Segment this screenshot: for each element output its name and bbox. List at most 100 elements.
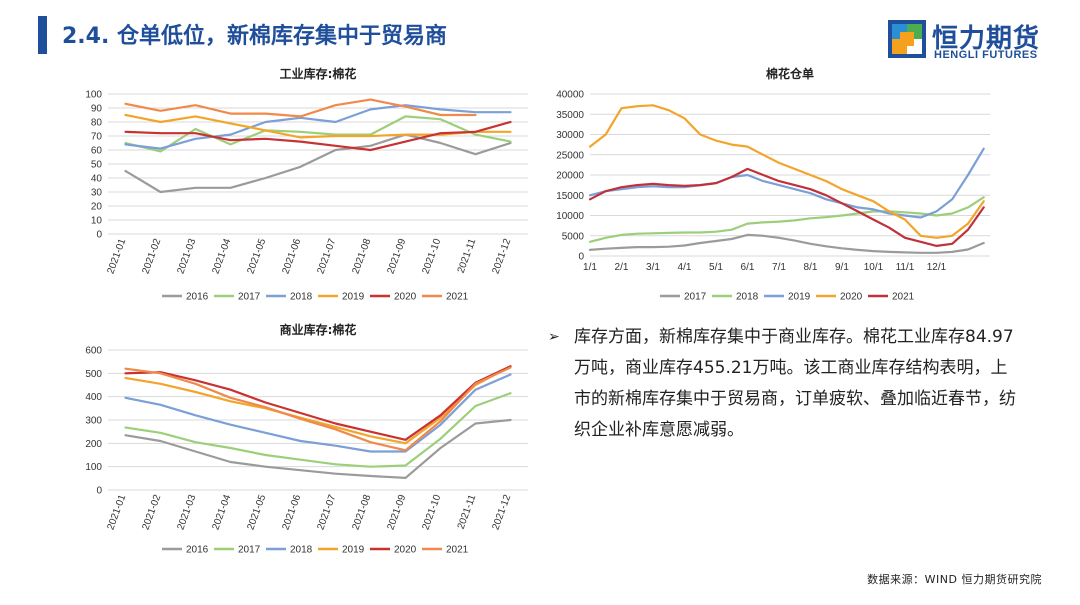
summary-bullet: ➢ 库存方面，新棉库存集中于商业库存。棉花工业库存84.97万吨，商业库存455…	[548, 322, 1018, 446]
y-tick-label: 20000	[556, 171, 584, 182]
series-line-2016	[124, 133, 512, 194]
series-line-2018	[124, 373, 512, 453]
y-tick-label: 200	[85, 439, 102, 450]
series-line-2019	[588, 147, 985, 219]
y-tick-label: 90	[91, 104, 103, 115]
x-tick-label: 4/1	[678, 262, 692, 273]
y-tick-label: 40000	[556, 90, 584, 101]
chart-title: 工业库存:棉花	[280, 66, 357, 81]
x-tick-label: 2021-03	[175, 493, 198, 532]
x-tick-label: 2021-11	[456, 493, 479, 531]
series-line-2021	[588, 167, 985, 247]
y-tick-label: 35000	[556, 110, 584, 121]
y-tick-label: 100	[85, 90, 102, 101]
x-tick-label: 2021-08	[350, 237, 373, 276]
logo-mark-icon	[888, 20, 926, 58]
x-tick-label: 2021-06	[280, 237, 303, 276]
x-tick-label: 2/1	[615, 262, 629, 273]
x-tick-label: 2021-04	[210, 493, 233, 532]
commercial-inventory-chart: 商业库存:棉花 0 100 200 300 400 500 600 2021-01 2021-02…	[70, 318, 540, 564]
y-tick-label: 70	[91, 132, 103, 143]
x-tick-label: 2021-07	[315, 237, 338, 276]
series-line-2017	[124, 392, 512, 468]
arrow-right-icon: ➢	[548, 329, 560, 345]
legend-label-2018: 2018	[736, 292, 759, 303]
y-tick-label: 30000	[556, 130, 584, 141]
x-tick-label: 5/1	[709, 262, 723, 273]
series-line-2021	[124, 98, 477, 118]
y-tick-label: 600	[85, 346, 102, 357]
x-tick-label: 2021-01	[105, 493, 128, 532]
x-tick-label: 9/1	[835, 262, 849, 273]
x-tick-label: 2021-10	[420, 493, 443, 532]
x-tick-label: 1/1	[583, 262, 597, 273]
x-tick-label: 2021-09	[385, 237, 408, 276]
x-tick-label: 2021-07	[315, 493, 338, 532]
y-tick-label: 100	[85, 462, 102, 473]
x-tick-label: 2021-04	[210, 237, 233, 276]
y-tick-label: 50	[91, 160, 103, 171]
logo-name-en: HENGLI FUTURES	[934, 49, 1038, 61]
title-accent-bar	[38, 16, 47, 54]
y-tick-label: 20	[91, 202, 103, 213]
logo-square-center	[900, 32, 914, 46]
warehouse-receipt-chart: 棉花仓单 0 5000 10000 15000 20000 25000 30000 35000 4…	[540, 62, 1010, 312]
x-tick-label: 6/1	[741, 262, 755, 273]
y-tick-label: 500	[85, 369, 102, 380]
y-tick-label: 10000	[556, 211, 584, 222]
industrial-inventory-chart: 工业库存:棉花 0 10 20 30 40 50 60 70 80 90 100 2021-01 2021…	[70, 62, 540, 312]
x-tick-label: 11/1	[896, 262, 915, 273]
series-line-2016	[124, 418, 512, 479]
legend-label-2020: 2020	[394, 292, 417, 303]
x-tick-label: 2021-02	[140, 493, 163, 532]
chart-svg: 工业库存:棉花 0 10 20 30 40 50 60 70 80 90 100 2021-01 2021…	[85, 66, 528, 303]
legend-label-2019: 2019	[788, 292, 811, 303]
series-line-2018	[588, 196, 985, 243]
company-logo: 恒力期货 HENGLI FUTURES	[888, 20, 1048, 64]
chart-svg: 棉花仓单 0 5000 10000 15000 20000 25000 30000 35000 4…	[556, 66, 990, 303]
legend-label-2017: 2017	[238, 545, 261, 556]
x-tick-label: 2021-01	[105, 237, 128, 276]
x-tick-label: 2021-08	[350, 493, 373, 532]
series-line-2019	[124, 365, 512, 445]
legend-label-2016: 2016	[186, 292, 209, 303]
x-tick-label: 2021-11	[456, 237, 479, 275]
data-source: 数据来源：WIND 恒力期货研究院	[867, 573, 1042, 586]
x-tick-label: 2021-12	[490, 493, 513, 532]
series-line-2019	[124, 113, 512, 139]
series-line-2021	[124, 366, 512, 452]
y-tick-label: 300	[85, 416, 102, 427]
legend-label-2021: 2021	[446, 292, 469, 303]
chart-title: 商业库存:棉花	[280, 322, 357, 337]
series-line-2020	[588, 104, 985, 239]
legend-label-2021: 2021	[892, 292, 915, 303]
y-tick-label: 0	[96, 486, 102, 497]
x-tick-label: 2021-06	[280, 493, 303, 532]
x-tick-label: 2021-12	[490, 237, 513, 276]
page-title: 2.4. 仓单低位，新棉库存集中于贸易商	[62, 24, 447, 49]
legend-label-2016: 2016	[186, 545, 209, 556]
y-tick-label: 80	[91, 118, 103, 129]
x-tick-label: 2021-03	[175, 237, 198, 276]
legend-label-2018: 2018	[290, 292, 313, 303]
y-tick-label: 40	[91, 174, 103, 185]
y-tick-label: 400	[85, 392, 102, 403]
series-line-2020	[124, 120, 512, 152]
legend-label-2017: 2017	[684, 292, 707, 303]
chart-title: 棉花仓单	[766, 66, 814, 81]
legend-label-2021: 2021	[446, 545, 469, 556]
x-tick-label: 2021-09	[385, 493, 408, 532]
x-tick-label: 12/1	[927, 262, 947, 273]
y-tick-label: 0	[96, 230, 102, 241]
summary-text: 库存方面，新棉库存集中于商业库存。棉花工业库存84.97万吨，商业库存455.2…	[574, 327, 1016, 440]
x-tick-label: 7/1	[772, 262, 786, 273]
y-tick-label: 0	[578, 252, 584, 263]
x-tick-label: 8/1	[804, 262, 818, 273]
x-tick-label: 2021-02	[140, 237, 163, 276]
y-tick-label: 30	[91, 188, 103, 199]
series-line-2017	[588, 233, 985, 254]
legend-label-2018: 2018	[290, 545, 313, 556]
y-tick-label: 10	[91, 216, 103, 227]
legend-label-2020: 2020	[394, 545, 417, 556]
legend-label-2017: 2017	[238, 292, 261, 303]
